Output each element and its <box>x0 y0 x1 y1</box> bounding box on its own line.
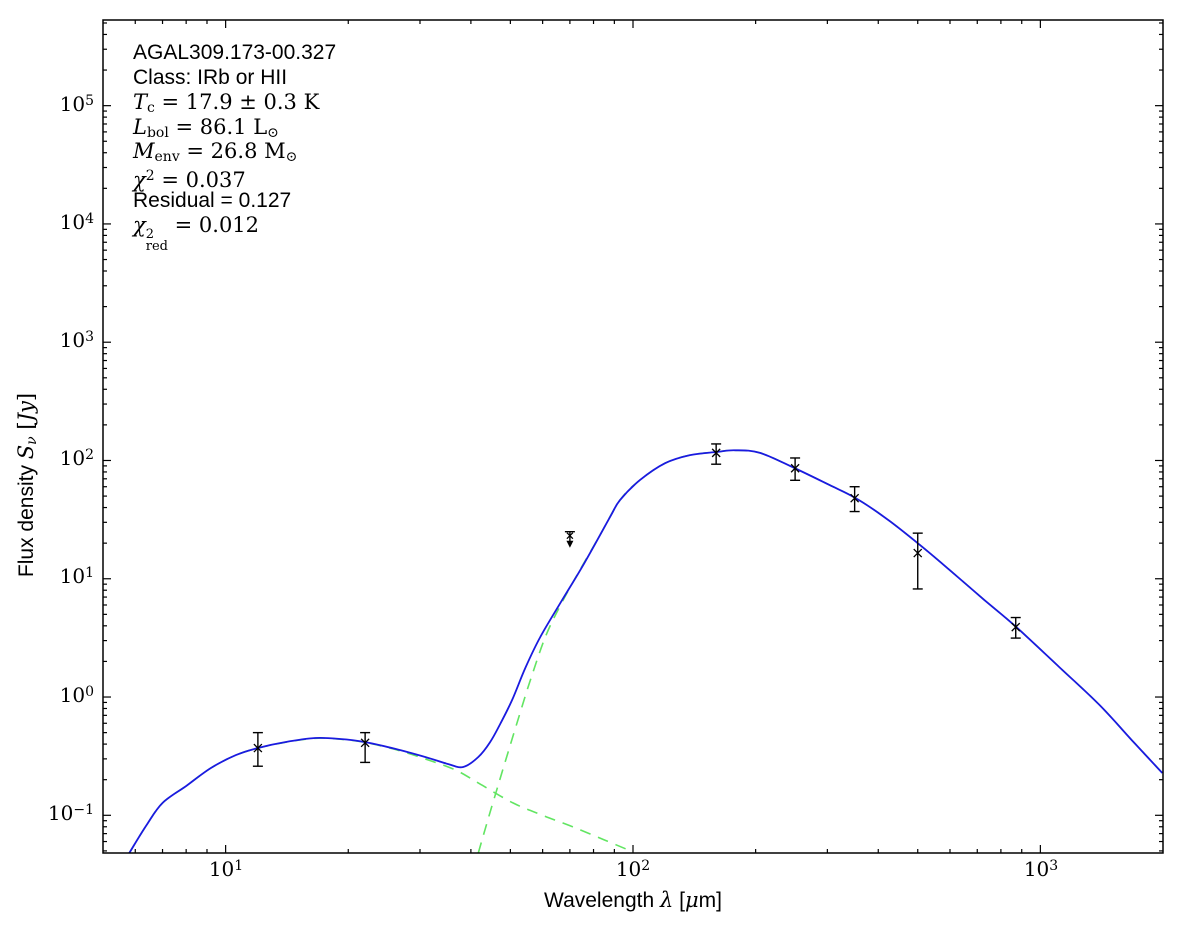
y-tick-label-1e0: 100 <box>59 683 94 707</box>
annotation-residual: Residual = 0.127 <box>133 188 292 212</box>
annotation-chi-squared: χ2 = 0.037 <box>133 167 246 192</box>
y-axis-title: Flux density Sν [Jy] <box>14 392 40 578</box>
x-tick-label-10: 101 <box>208 857 244 881</box>
sun-symbol: ⊙ <box>267 124 279 141</box>
data-point-marker <box>1011 622 1021 632</box>
data-point-marker <box>790 463 800 473</box>
upper-limit-arrow <box>566 540 574 548</box>
data-point-marker <box>913 548 923 558</box>
annotation-dust-temperature: Tc = 17.9 ± 0.3 K <box>133 90 320 117</box>
source-name-text: AGAL309.173-00.327 <box>133 41 337 64</box>
sun-symbol: ⊙ <box>285 149 298 166</box>
annotation-class: Class: IRb or HII <box>133 66 336 91</box>
annotation-envelope-mass: Menv = 26.8 M⊙ <box>133 139 298 166</box>
data-point-marker <box>850 493 860 503</box>
y-tick-label-1e5: 105 <box>59 92 94 116</box>
x-axis-title: Wavelength λ [μm] <box>544 888 722 912</box>
y-tick-label-1e4: 104 <box>59 210 94 234</box>
x-tick-label-100: 102 <box>615 857 651 881</box>
y-tick-label-1e-1: 10−1 <box>47 801 94 825</box>
y-tick-label-1e1: 101 <box>59 564 94 588</box>
y-tick-label-1e2: 102 <box>59 446 94 470</box>
annotation-source-name: AGAL309.173-00.327 <box>133 41 336 66</box>
x-tick-label-1000: 103 <box>1023 857 1059 881</box>
annotation-bolometric-luminosity: Lbol = 86.1 L⊙ <box>133 114 279 141</box>
y-tick-label-1e3: 103 <box>59 328 94 352</box>
fit-parameters-annotation: AGAL309.173-00.327 Class: IRb or HII Tc … <box>133 41 336 255</box>
data-point-marker <box>253 743 263 753</box>
annotation-chi-squared-reduced: χ 2 red = 0.012 <box>133 213 260 255</box>
data-point-marker <box>360 738 370 748</box>
data-point-marker <box>711 448 721 458</box>
axis-frame <box>102 19 1164 854</box>
class-text: Class: IRb or HII <box>133 65 288 89</box>
